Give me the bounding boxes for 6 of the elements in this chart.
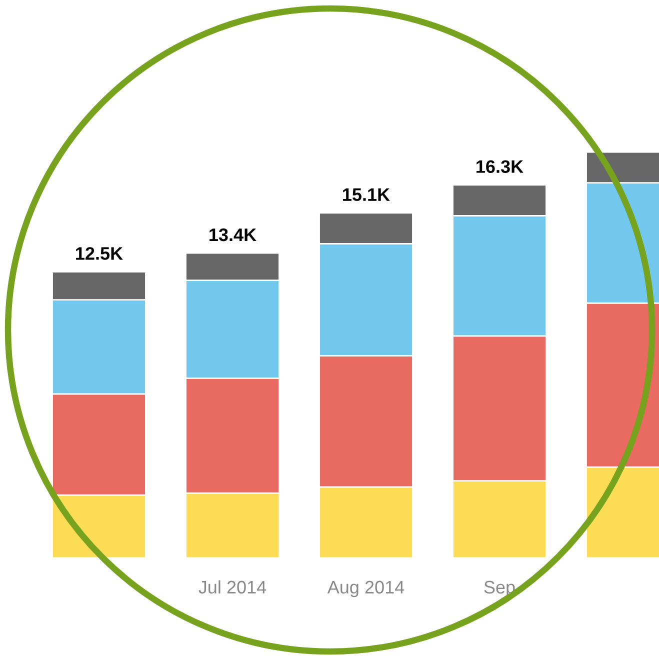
annotation: 16.3K: [476, 160, 524, 174]
x-tick-label: Aug 2014: [327, 580, 404, 598]
x-tick-label: Jul 2014: [198, 580, 266, 594]
annotation: 13.4K: [210, 228, 256, 242]
annotation: 15.1K: [343, 188, 390, 201]
annotation: 12.5K: [76, 247, 123, 260]
